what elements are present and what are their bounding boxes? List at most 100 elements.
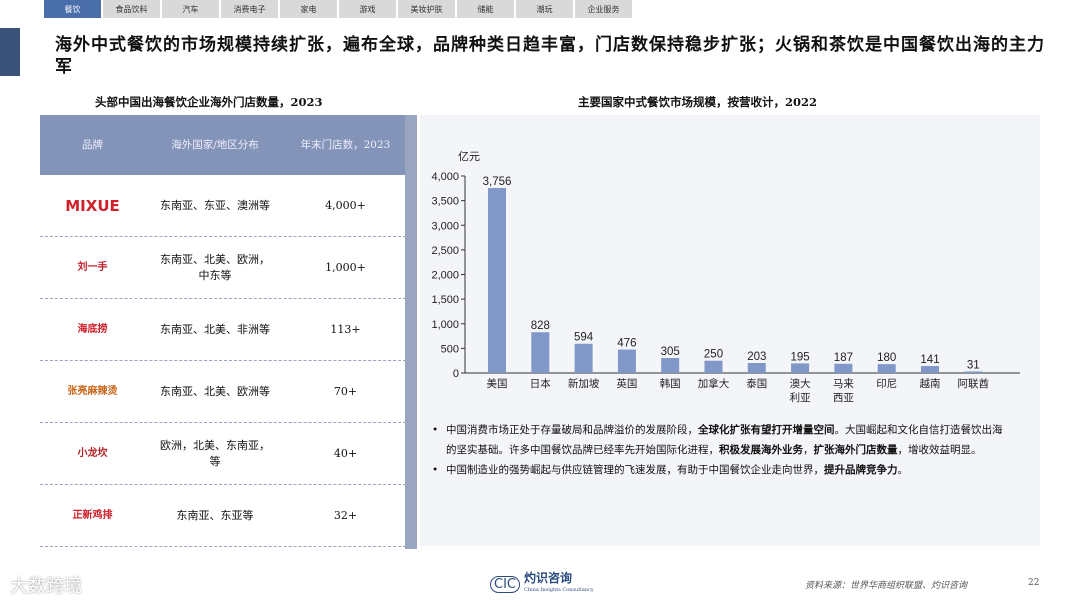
bar-3 xyxy=(617,349,636,373)
regions-cell: 东南亚、北美、非洲等 xyxy=(160,322,270,336)
tab-2[interactable]: 汽车 xyxy=(162,0,219,18)
brand-logo: 张亮麻辣烫 xyxy=(67,385,118,397)
bar-value-label: 3,756 xyxy=(483,176,512,188)
x-tick-label: 马来西亚 xyxy=(833,378,854,404)
bar-value-label: 141 xyxy=(920,354,939,366)
bar-value-label: 476 xyxy=(617,338,636,350)
bar-1 xyxy=(531,332,550,373)
table-row: 刘一手 东南亚、北美、欧洲，中东等 1,000+ xyxy=(40,237,406,299)
notes-list: 中国消费市场正处于存量破局和品牌溢价的发展阶段，全球化扩张有望打开增量空间。大国… xyxy=(430,420,1010,480)
x-tick-label: 印尼 xyxy=(876,378,897,390)
y-tick-label: 1,000 xyxy=(431,319,459,331)
bar-value-label: 31 xyxy=(967,359,980,371)
bar-value-label: 180 xyxy=(877,352,896,364)
y-tick-label: 2,500 xyxy=(431,245,459,257)
tab-8[interactable]: 潮玩 xyxy=(516,0,573,18)
note-text: 扩张海外门店数量 xyxy=(813,444,898,456)
cic-name: 灼识咨询 xyxy=(524,571,573,585)
table-row: 小龙坎 欧洲，北美、东南亚，等 40+ xyxy=(40,423,406,485)
bar-9 xyxy=(877,364,896,373)
x-tick-label: 澳大利亚 xyxy=(790,377,812,404)
stores-cell: 32+ xyxy=(333,508,358,522)
bar-value-label: 250 xyxy=(704,349,723,361)
bar-6 xyxy=(747,363,766,373)
note-text: 全球化扩张有望打开增量空间 xyxy=(698,424,835,436)
x-tick-label: 新加坡 xyxy=(568,377,600,390)
note-text: 。大国崛起和文化自信打造餐饮出海的坚实基础。许多中国餐饮品牌已经率先开始国际化进… xyxy=(446,424,1003,456)
tab-7[interactable]: 储能 xyxy=(457,0,514,18)
tab-1[interactable]: 食品饮料 xyxy=(103,0,160,18)
bar-5 xyxy=(704,360,723,373)
x-tick-label: 英国 xyxy=(616,377,637,390)
stores-cell: 4,000+ xyxy=(325,198,366,212)
x-tick-label: 泰国 xyxy=(746,377,767,390)
bar-value-label: 305 xyxy=(661,346,680,358)
note-text: ，增收效益明显。 xyxy=(897,444,982,456)
brand-logo: 海底捞 xyxy=(77,323,108,335)
bar-7 xyxy=(791,363,810,373)
cic-logo: CIC 灼识咨询 China Insights Consultancy xyxy=(490,572,594,596)
bar-4 xyxy=(661,357,680,373)
regions-cell: 东南亚、北美、欧洲等 xyxy=(160,384,270,398)
bar-0 xyxy=(488,188,506,373)
y-tick-label: 1,500 xyxy=(431,294,459,306)
bar-value-label: 594 xyxy=(574,332,594,344)
regions-cell: 东南亚、东亚、澳洲等 xyxy=(160,198,270,212)
page-number: 22 xyxy=(1028,578,1040,588)
bar-value-label: 187 xyxy=(834,352,853,364)
store-table: 品牌 海外国家/地区分布 年末门店数，2023 MIXUE 东南亚、东亚、澳洲等… xyxy=(40,115,406,549)
cic-sub: China Insights Consultancy xyxy=(524,587,594,593)
brand-logo: MIXUE xyxy=(65,196,120,215)
y-tick-label: 2,000 xyxy=(431,270,459,282)
table-row: 海底捞 东南亚、北美、非洲等 113+ xyxy=(40,299,406,361)
table-row: 张亮麻辣烫 东南亚、北美、欧洲等 70+ xyxy=(40,361,406,423)
y-tick-label: 0 xyxy=(453,368,459,380)
tab-0[interactable]: 餐饮 xyxy=(44,0,101,18)
note-item: 中国消费市场正处于存量破局和品牌溢价的发展阶段，全球化扩张有望打开增量空间。大国… xyxy=(430,420,1010,460)
bar-value-label: 195 xyxy=(791,351,810,363)
note-text: 中国消费市场正处于存量破局和品牌溢价的发展阶段， xyxy=(446,424,698,436)
bar-value-label: 828 xyxy=(531,320,550,332)
tab-4[interactable]: 家电 xyxy=(280,0,337,18)
tab-9[interactable]: 企业服务 xyxy=(575,0,632,18)
chart-title: 主要国家中式餐饮市场规模，按营收计，2022 xyxy=(578,95,818,109)
tab-6[interactable]: 美妆护肤 xyxy=(398,0,455,18)
note-text: 中国制造业的强势崛起与供应链管理的飞速发展，有助于中国餐饮企业走向世界， xyxy=(446,464,824,476)
x-tick-label: 阿联酋 xyxy=(958,377,990,390)
x-tick-label: 美国 xyxy=(487,377,508,390)
bar-10 xyxy=(921,366,939,373)
y-tick-label: 3,000 xyxy=(431,220,459,232)
bar-chart: 亿元 0 500 1,000 1,500 2,000 2,500 3,000 3,500 4,00… xyxy=(431,150,1020,404)
regions-cell: 欧洲，北美、东南亚，等 xyxy=(160,438,270,468)
note-text: 提升品牌竞争力 xyxy=(824,464,898,476)
header-regions: 海外国家/地区分布 xyxy=(171,139,259,151)
bar-8 xyxy=(834,363,853,373)
table-shadow xyxy=(405,115,417,549)
stores-cell: 1,000+ xyxy=(325,260,366,274)
stores-cell: 70+ xyxy=(333,384,358,398)
bar-value-label: 203 xyxy=(747,351,766,363)
y-tick-label: 3,500 xyxy=(431,196,459,208)
note-text: 。 xyxy=(897,464,909,476)
bar-2 xyxy=(574,343,593,373)
brand-logo: 正新鸡排 xyxy=(72,509,113,521)
stores-cell: 40+ xyxy=(333,446,358,460)
tab-3[interactable]: 消费电子 xyxy=(221,0,278,18)
tab-5[interactable]: 游戏 xyxy=(339,0,396,18)
page-title: 海外中式餐饮的市场规模持续扩张，遍布全球，品牌种类日趋丰富，门店数保持稳步扩张；… xyxy=(55,35,1045,77)
regions-cell: 东南亚、北美、欧洲，中东等 xyxy=(160,252,270,282)
y-tick-label: 4,000 xyxy=(431,171,459,183)
note-text: ， xyxy=(803,444,814,456)
brand-logo: 小龙坎 xyxy=(77,447,108,459)
watermark-brand: 大数跨境 xyxy=(10,576,82,597)
table-row: MIXUE 东南亚、东亚、澳洲等 4,000+ xyxy=(40,175,406,237)
source-note: 资料来源：世界华商组织联盟、灼识咨询 xyxy=(805,581,968,591)
header-stores: 年末门店数，2023 xyxy=(300,139,391,151)
regions-cell: 东南亚、东亚等 xyxy=(176,508,254,522)
x-tick-label: 加拿大 xyxy=(698,377,730,390)
category-nav: 餐饮 食品饮料 汽车 消费电子 家电 游戏 美妆护肤 储能 潮玩 企业服务 xyxy=(44,0,634,18)
table-row: 正新鸡排 东南亚、东亚等 32+ xyxy=(40,485,406,547)
x-tick-label: 韩国 xyxy=(660,377,681,390)
y-tick-label: 500 xyxy=(441,343,459,355)
note-text: 积极发展海外业务 xyxy=(719,444,803,456)
